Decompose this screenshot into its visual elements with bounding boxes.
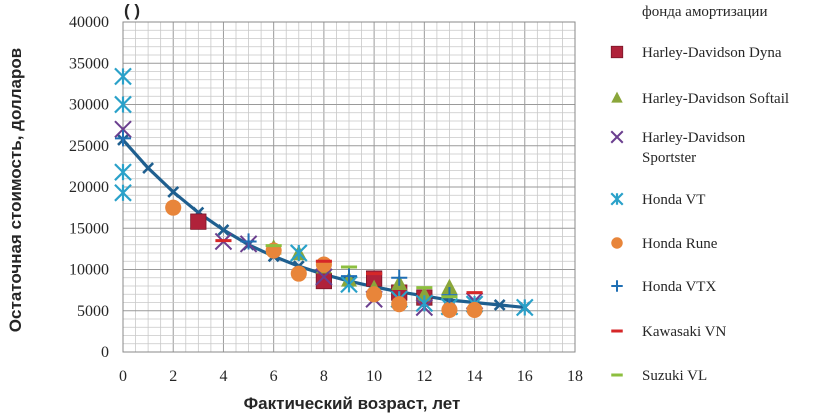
legend-label-honda-vt: Honda VT [642,192,705,208]
point-harley-davidson-softail [441,278,458,295]
x-tick-label: 12 [416,368,432,385]
point-honda-rune [466,301,483,318]
point-honda-rune [290,265,307,282]
point-harley-davidson-softail [416,286,433,302]
legend-label-kawasaki-vn: Kawasaki VN [642,324,726,340]
legend-label-suzuki-vl: Suzuki VL [642,368,707,384]
y-axis-title: Остаточная стоимость, долларов [6,48,25,332]
point-harley-davidson-dyna [190,213,207,230]
point-honda-vt [415,294,434,313]
x-tick-label: 14 [467,368,483,385]
legend-label-harley-davidson-sportster-line2: Sportster [642,150,696,166]
legend-marker-harley-davidson-dyna [610,45,624,59]
curve-point [217,223,230,236]
point-honda-vtx [391,269,408,286]
point-honda-rune [391,296,408,313]
x-tick-label: 18 [567,368,583,385]
grid-layer [122,21,576,353]
x-tick-label: 2 [169,368,177,385]
x-tick-label: 10 [366,368,382,385]
point-honda-vt [114,67,132,86]
y-tick-label: 20000 [69,179,109,196]
point-honda-vt [114,163,132,181]
point-honda-vt [289,244,308,262]
point-harley-davidson-sportster [114,120,132,139]
curve-point [167,186,180,198]
point-honda-rune [441,301,458,318]
y-tick-label: 30000 [69,97,109,114]
y-tick-label: 5000 [77,303,109,320]
legend: Harley-Davidson Dyna Harley-Davidson Soft… [610,45,789,384]
legend-marker-harley-davidson-sportster [610,130,624,144]
point-honda-vtx [114,130,132,147]
y-tick-label: 10000 [69,262,109,279]
y-tick-label: 35000 [69,55,109,72]
x-tick-label: 16 [517,368,533,385]
series-layer [114,67,534,318]
point-honda-rune [165,199,182,216]
legend-marker-honda-rune [611,237,623,249]
x-tick-label: 8 [320,368,328,385]
point-honda-vtx [441,287,458,304]
point-honda-vtx [340,268,358,285]
legend-label-honda-vtx: Honda VTX [642,279,716,295]
curve-point [142,162,155,174]
y-tick-label: 15000 [69,220,109,237]
y-tick-label: 0 [101,344,109,361]
y-tick-label: 25000 [69,138,109,155]
legend-label-honda-rune: Honda Rune [642,236,718,252]
point-honda-vt [515,298,534,317]
point-honda-vt [114,183,132,202]
legend-marker-honda-vtx [611,280,623,292]
point-honda-rune [315,256,332,273]
legend-marker-harley-davidson-softail [611,91,623,103]
legend-label-harley-davidson-softail: Harley-Davidson Softail [642,91,789,107]
legend-label-harley-davidson-dyna: Harley-Davidson Dyna [642,45,782,61]
x-tick-label: 4 [219,368,227,385]
tick-layer: 0 2 4 6 8 10 12 14 16 18 0 5000 10000 15000 20000 25000… [69,14,583,385]
point-honda-vt [114,95,132,114]
point-honda-vtx [240,233,257,250]
chart-title: ( ) [124,1,140,20]
x-axis-title: Фактический возраст, лет [244,394,461,413]
legend-partial-title: фонда амортизации [642,4,768,20]
point-honda-rune [366,286,383,303]
legend-label-harley-davidson-sportster: Harley-Davidson [642,130,746,146]
x-tick-label: 0 [119,368,127,385]
point-harley-davidson-sportster [315,268,333,286]
x-tick-label: 6 [270,368,278,385]
legend-marker-honda-vt [610,192,624,206]
curve-point [493,299,506,311]
y-tick-label: 40000 [69,14,109,31]
